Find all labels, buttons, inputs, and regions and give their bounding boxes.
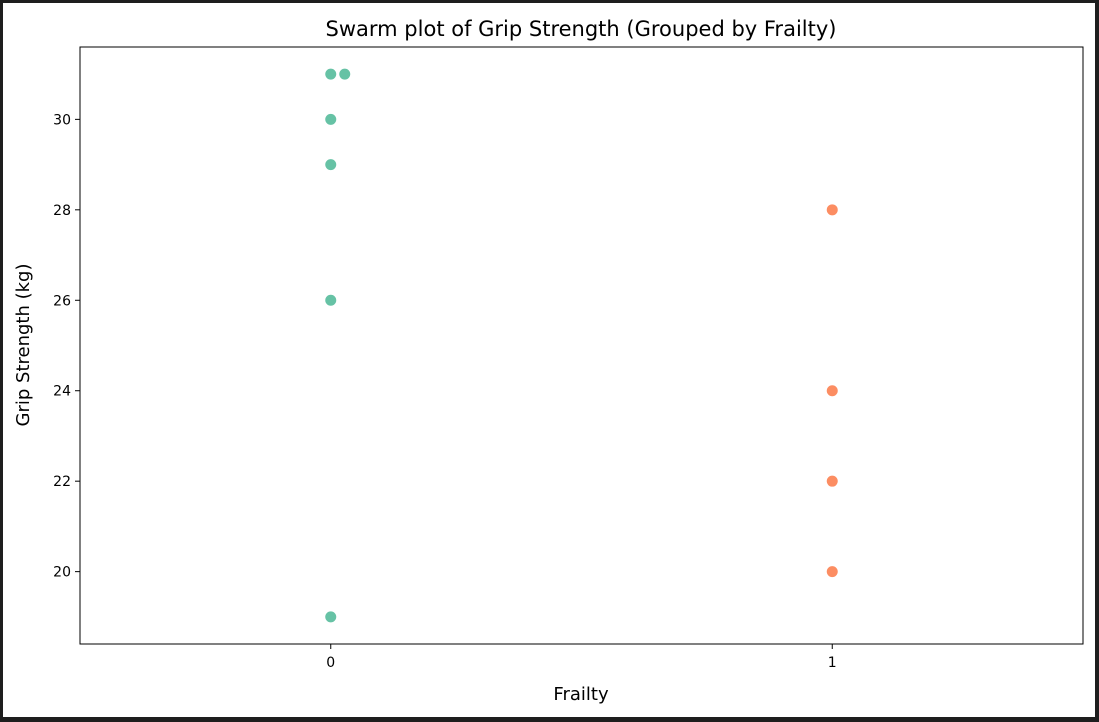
data-point [324,610,338,624]
chart-title: Swarm plot of Grip Strength (Grouped by … [326,17,837,41]
data-point [825,203,839,217]
data-point [338,67,352,81]
data-point [825,474,839,488]
y-tick-label: 28 [53,203,71,219]
chart-frame: Swarm plot of Grip Strength (Grouped by … [3,3,1095,717]
data-point [324,158,338,172]
swarm-chart: Swarm plot of Grip Strength (Grouped by … [13,17,1084,705]
data-point [324,67,338,81]
data-point [825,384,839,398]
y-tick-label: 26 [53,293,71,309]
y-tick-label: 22 [53,474,71,490]
x-tick-label: 0 [326,655,335,671]
data-points [324,67,839,624]
data-point [324,112,338,126]
data-point [825,565,839,579]
y-axis-label: Grip Strength (kg) [13,264,34,427]
data-point [324,293,338,307]
y-tick-label: 30 [53,112,71,128]
plot-area [79,46,1084,645]
y-tick-label: 20 [53,565,71,581]
y-tick-label: 24 [53,384,71,400]
x-axis-label: Frailty [553,684,609,705]
y-axis: 20 22 24 26 28 30 [53,112,80,581]
x-tick-label: 1 [828,655,837,671]
